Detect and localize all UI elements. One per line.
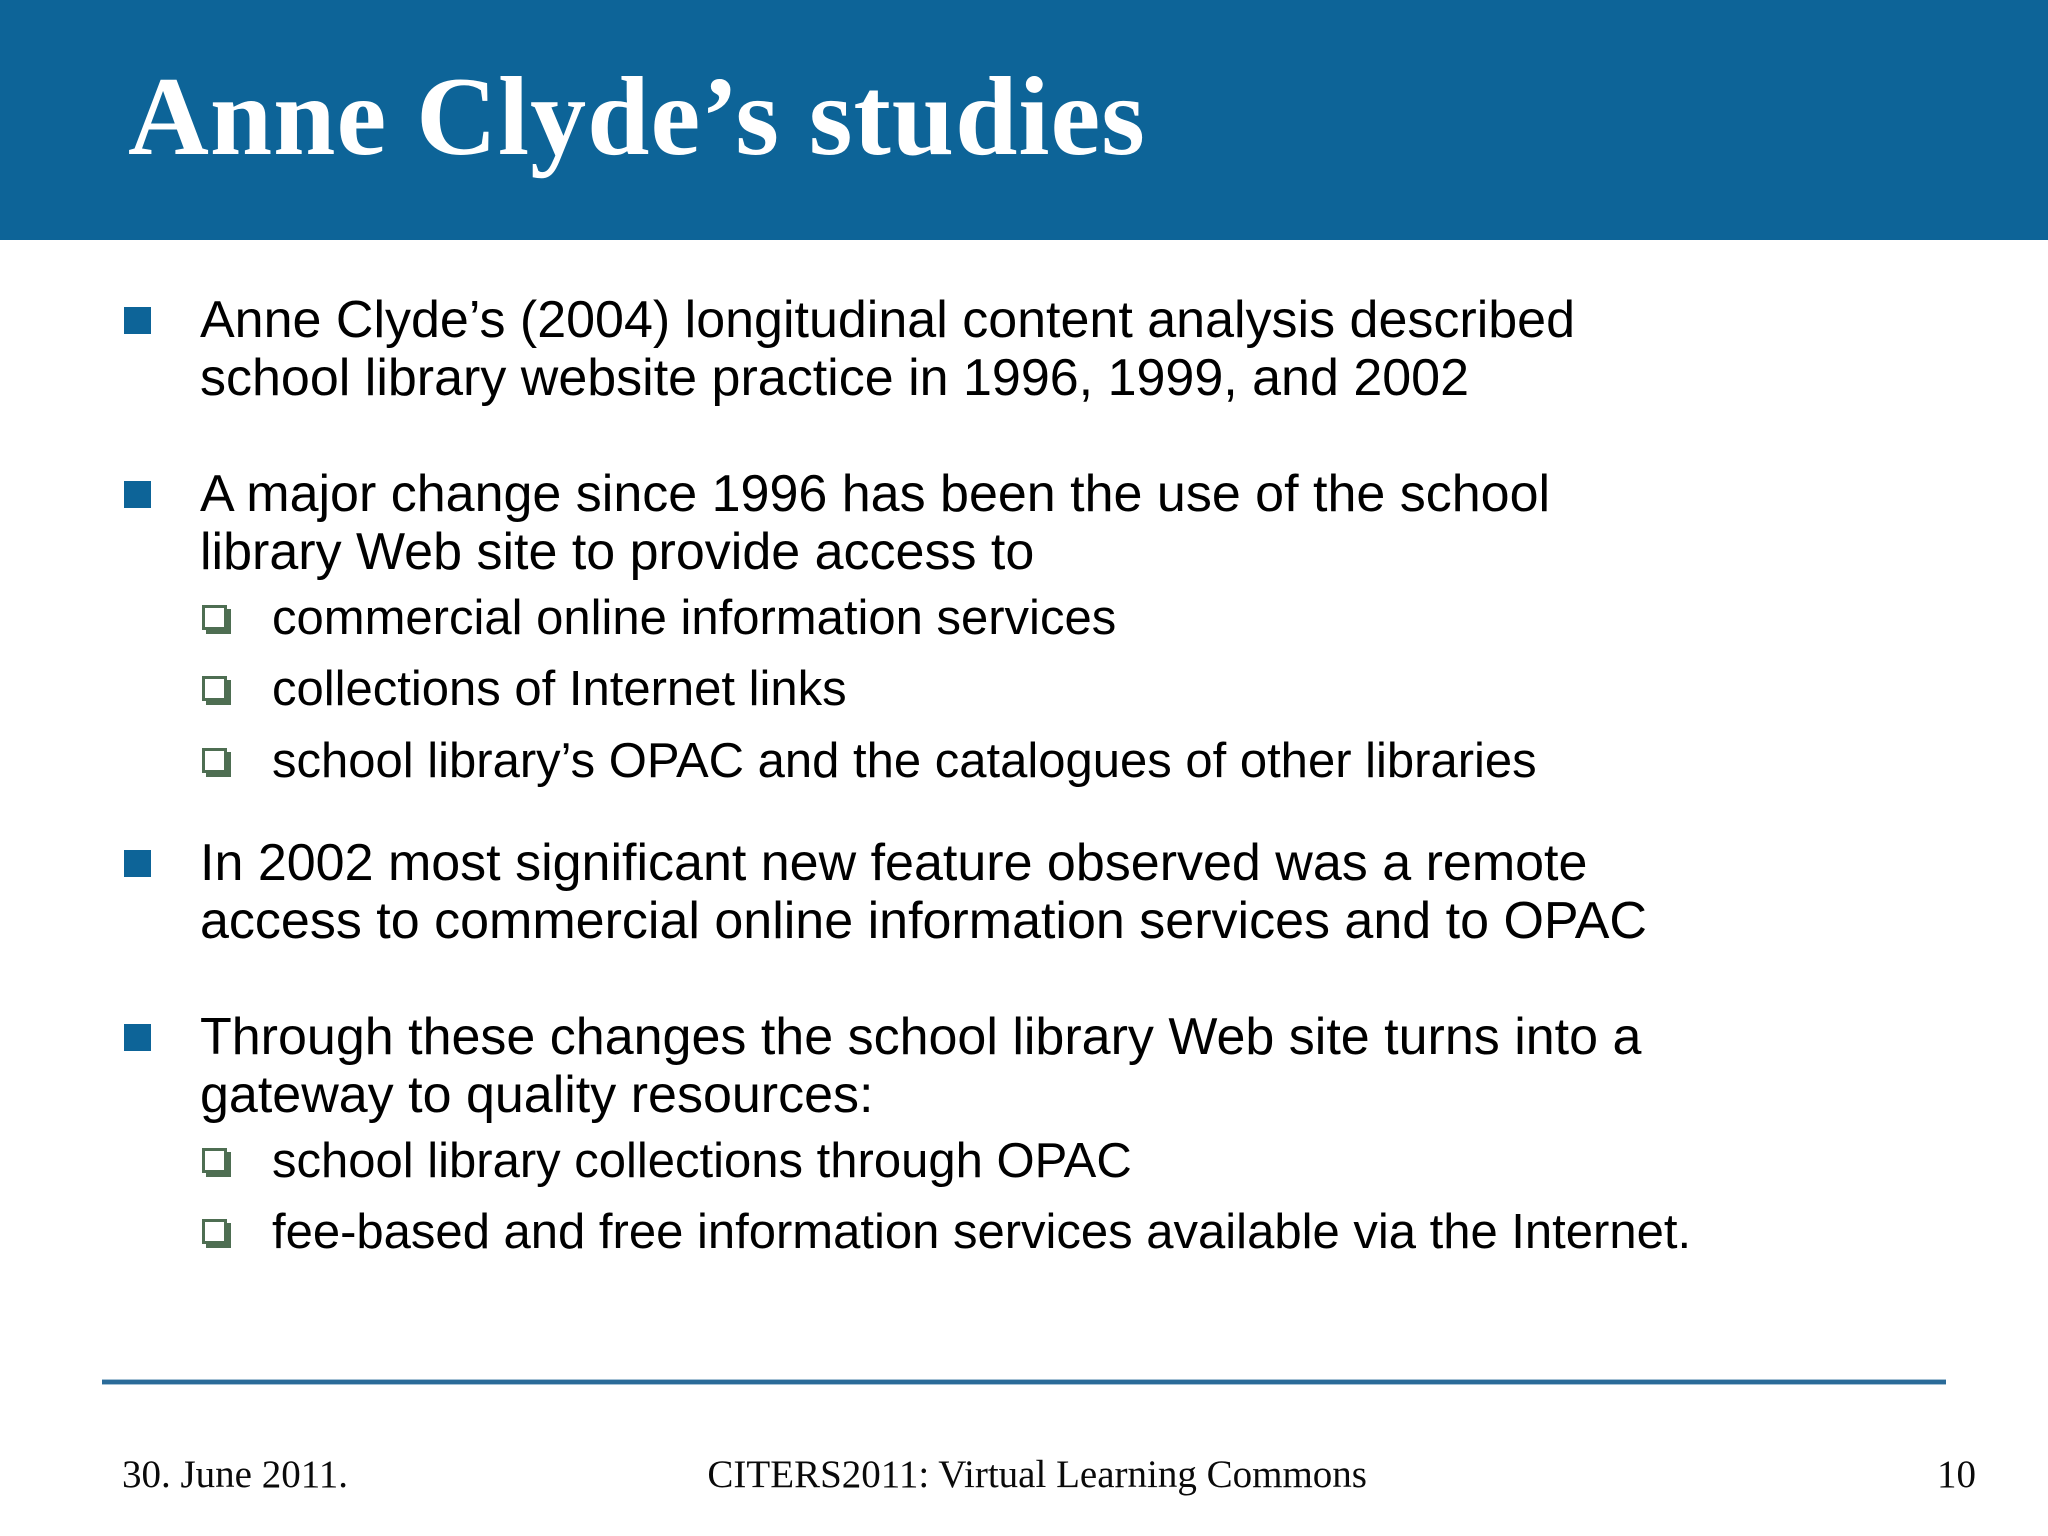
footer-divider-line bbox=[102, 1379, 1946, 1385]
bullet-item: Through these changes the school library… bbox=[124, 1007, 1934, 1125]
hollow-square-bullet-icon bbox=[202, 1147, 227, 1173]
hollow-square-bullet-icon bbox=[202, 676, 227, 702]
sub-bullet-list: commercial online information services c… bbox=[124, 590, 1934, 789]
bullet-item: Anne Clyde’s (2004) longitudinal content… bbox=[124, 291, 1934, 408]
sub-bullet-item: collections of Internet links bbox=[124, 661, 1934, 717]
bullet-text-line: school library website practice in 1996,… bbox=[200, 348, 1470, 407]
bullet-text-line: In 2002 most significant new feature obs… bbox=[200, 833, 1588, 892]
square-bullet-icon bbox=[124, 849, 151, 877]
slide-body: Anne Clyde’s (2004) longitudinal content… bbox=[124, 291, 1934, 1306]
bullet-text-line: Anne Clyde’s (2004) longitudinal content… bbox=[200, 291, 1576, 349]
hollow-square-bullet-icon bbox=[202, 604, 227, 630]
footer: 30. June 2011. CITERS2011: Virtual Learn… bbox=[0, 1452, 2048, 1522]
sub-bullet-list: school library collections through OPAC … bbox=[124, 1133, 1934, 1261]
bullet-text-line: gateway to quality resources: bbox=[200, 1065, 874, 1124]
sub-bullet-item: fee-based and free information services … bbox=[124, 1204, 1934, 1260]
bullet-item: In 2002 most significant new feature obs… bbox=[124, 833, 1934, 951]
footer-presentation-name: CITERS2011: Virtual Learning Commons bbox=[707, 1453, 1367, 1496]
footer-date: 30. June 2011. bbox=[122, 1453, 349, 1496]
sub-bullet-text: school library’s OPAC and the catalogues… bbox=[272, 733, 1537, 788]
bullet-text: Anne Clyde’s (2004) longitudinal content… bbox=[200, 291, 1576, 408]
sub-bullet-item: school library’s OPAC and the catalogues… bbox=[124, 733, 1934, 789]
bullet-text: Through these changes the school library… bbox=[200, 1007, 1642, 1125]
sub-bullet-item: school library collections through OPAC bbox=[124, 1133, 1934, 1189]
footer-page-number: 10 bbox=[1937, 1453, 1976, 1496]
hollow-square-bullet-icon bbox=[202, 1219, 227, 1245]
sub-bullet-item: commercial online information services bbox=[124, 590, 1934, 646]
bullet-text-line: A major change since 1996 has been the u… bbox=[200, 464, 1551, 523]
square-bullet-icon bbox=[124, 307, 151, 334]
bullet-text-line: Through these changes the school library… bbox=[200, 1007, 1642, 1066]
bullet-text-line: library Web site to provide access to bbox=[200, 522, 1035, 581]
bullet-item: A major change since 1996 has been the u… bbox=[124, 464, 1934, 582]
sub-bullet-text: school library collections through OPAC bbox=[272, 1133, 1132, 1188]
title-bar: Anne Clyde’s studies bbox=[0, 0, 2048, 240]
square-bullet-icon bbox=[124, 1023, 151, 1051]
slide-title: Anne Clyde’s studies bbox=[128, 55, 1146, 179]
bullet-text-line: access to commercial online information … bbox=[200, 891, 1647, 950]
square-bullet-icon bbox=[124, 480, 151, 508]
hollow-square-bullet-icon bbox=[202, 747, 227, 773]
sub-bullet-text: commercial online information services bbox=[272, 590, 1117, 645]
sub-bullet-text: fee-based and free information services … bbox=[272, 1205, 1692, 1260]
bullet-text: In 2002 most significant new feature obs… bbox=[200, 833, 1647, 951]
bullet-text: A major change since 1996 has been the u… bbox=[200, 464, 1551, 582]
sub-bullet-text: collections of Internet links bbox=[272, 662, 847, 717]
